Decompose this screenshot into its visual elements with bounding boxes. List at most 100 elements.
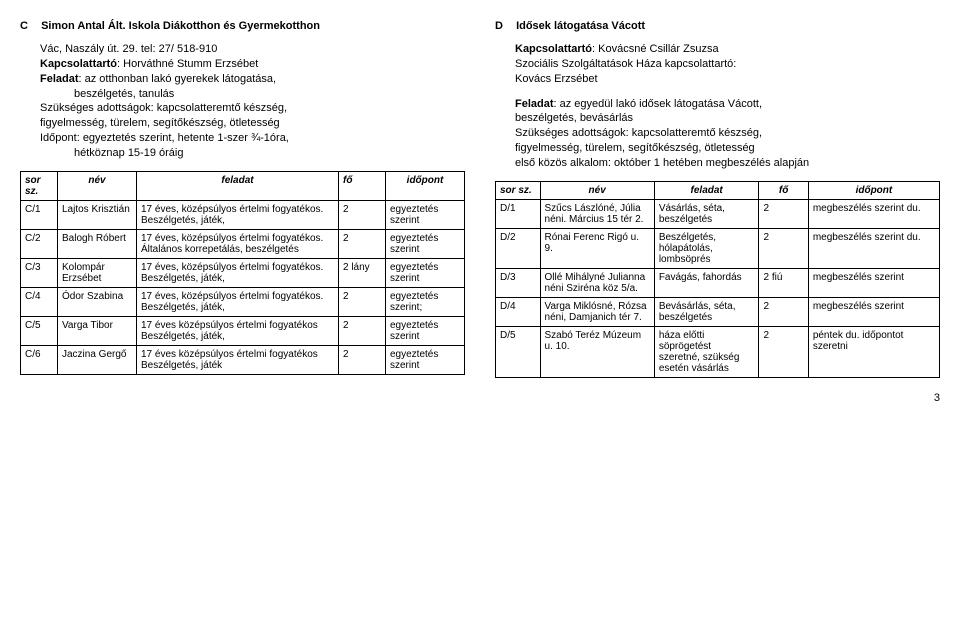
cell-d-fel: háza előtti söprögetést szeretné, szüksé… bbox=[654, 326, 759, 377]
cell-c-fo: 2 bbox=[339, 316, 386, 345]
task-label-d: Feladat bbox=[515, 98, 554, 110]
task-val-d: : az egyedül lakó idősek látogatása Váco… bbox=[554, 98, 763, 110]
cell-d-ido: megbeszélés szerint bbox=[808, 268, 939, 297]
th-sor-d: sor sz. bbox=[496, 181, 541, 199]
cell-c-nev: Ódor Szabina bbox=[58, 287, 137, 316]
cell-c-nev: Jaczina Gergő bbox=[58, 345, 137, 374]
section-d-header: D Idősek látogatása Vácott bbox=[495, 20, 940, 32]
cell-c-nev: Balogh Róbert bbox=[58, 229, 137, 258]
cell-d-nev: Szabó Teréz Múzeum u. 10. bbox=[540, 326, 654, 377]
cell-c-ido: egyeztetés szerint bbox=[386, 316, 465, 345]
cell-c-nev: Lajtos Krisztián bbox=[58, 200, 137, 229]
skills-1-d: Szükséges adottságok: kapcsolatteremtő k… bbox=[515, 126, 940, 141]
table-c-header-row: sor sz. név feladat fő időpont bbox=[21, 171, 465, 200]
cell-c-sor: C/2 bbox=[21, 229, 58, 258]
section-d-contact: Kapcsolattartó: Kovácsné Csillár Zsuzsa … bbox=[515, 42, 940, 87]
skills-2-c: figyelmesség, türelem, segítőkészség, öt… bbox=[40, 116, 465, 131]
section-c-header: C Simon Antal Ált. Iskola Diákotthon és … bbox=[20, 20, 465, 32]
column-d: D Idősek látogatása Vácott Kapcsolattart… bbox=[495, 20, 940, 378]
cell-c-ido: egyeztetés szerint bbox=[386, 200, 465, 229]
cell-c-fo: 2 bbox=[339, 200, 386, 229]
cell-c-ido: egyeztetés szerint; bbox=[386, 287, 465, 316]
table-row: D/5Szabó Teréz Múzeum u. 10.háza előtti … bbox=[496, 326, 940, 377]
cell-d-fel: Bevásárlás, séta, beszélgetés bbox=[654, 297, 759, 326]
contact-line2-d: Szociális Szolgáltatások Háza kapcsolatt… bbox=[515, 57, 940, 72]
th-sor-c: sor sz. bbox=[21, 171, 58, 200]
cell-d-fo: 2 fiú bbox=[759, 268, 808, 297]
cell-c-fo: 2 bbox=[339, 229, 386, 258]
cell-c-fo: 2 bbox=[339, 345, 386, 374]
contact-c: Kapcsolattartó: Horváthné Stumm Erzsébet bbox=[40, 57, 465, 72]
section-letter-c: C bbox=[20, 20, 38, 32]
cell-d-ido: megbeszélés szerint du. bbox=[808, 199, 939, 228]
cell-d-nev: Varga Miklósné, Rózsa néni, Damjanich té… bbox=[540, 297, 654, 326]
table-row: C/1Lajtos Krisztián17 éves, középsúlyos … bbox=[21, 200, 465, 229]
table-row: D/1Szűcs Lászlóné, Júlia néni. Március 1… bbox=[496, 199, 940, 228]
task-d: Feladat: az egyedül lakó idősek látogatá… bbox=[515, 97, 940, 112]
cell-c-sor: C/6 bbox=[21, 345, 58, 374]
page-columns: C Simon Antal Ált. Iskola Diákotthon és … bbox=[20, 20, 940, 378]
table-d: sor sz. név feladat fő időpont D/1Szűcs … bbox=[495, 181, 940, 378]
cell-d-fel: Favágás, fahordás bbox=[654, 268, 759, 297]
cell-c-nev: Kolompár Erzsébet bbox=[58, 258, 137, 287]
th-ido-d: időpont bbox=[808, 181, 939, 199]
cell-d-ido: megbeszélés szerint du. bbox=[808, 228, 939, 268]
cell-d-ido: péntek du. időpontot szeretni bbox=[808, 326, 939, 377]
column-c: C Simon Antal Ált. Iskola Diákotthon és … bbox=[20, 20, 465, 378]
cell-c-sor: C/4 bbox=[21, 287, 58, 316]
section-c-info: Vác, Naszály út. 29. tel: 27/ 518-910 Ka… bbox=[40, 42, 465, 161]
table-row: D/2Rónai Ferenc Rigó u. 9.Beszélgetés, h… bbox=[496, 228, 940, 268]
th-fel-d: feladat bbox=[654, 181, 759, 199]
th-fo-d: fő bbox=[759, 181, 808, 199]
skills-1-c: Szükséges adottságok: kapcsolatteremtő k… bbox=[40, 101, 465, 116]
cell-d-sor: D/1 bbox=[496, 199, 541, 228]
section-letter-d: D bbox=[495, 20, 513, 32]
cell-d-fel: Vásárlás, séta, beszélgetés bbox=[654, 199, 759, 228]
cell-d-sor: D/3 bbox=[496, 268, 541, 297]
table-row: C/6Jaczina Gergő17 éves középsúlyos érte… bbox=[21, 345, 465, 374]
skills-2-d: figyelmesség, türelem, segítőkészség, öt… bbox=[515, 141, 940, 156]
cell-d-fo: 2 bbox=[759, 199, 808, 228]
task-c: Feladat: az otthonban lakó gyerekek láto… bbox=[40, 72, 465, 87]
cell-c-fo: 2 lány bbox=[339, 258, 386, 287]
task-line2-d: beszélgetés, bevásárlás bbox=[515, 111, 940, 126]
contact-label-c: Kapcsolattartó bbox=[40, 58, 117, 70]
section-d-info: Feladat: az egyedül lakó idősek látogatá… bbox=[515, 97, 940, 171]
table-row: C/5Varga Tibor17 éves középsúlyos értelm… bbox=[21, 316, 465, 345]
cell-c-sor: C/3 bbox=[21, 258, 58, 287]
cell-d-fo: 2 bbox=[759, 297, 808, 326]
cell-c-ido: egyeztetés szerint bbox=[386, 258, 465, 287]
cell-d-fel: Beszélgetés, hólapátolás, lombsöprés bbox=[654, 228, 759, 268]
cell-d-sor: D/5 bbox=[496, 326, 541, 377]
cell-d-fo: 2 bbox=[759, 326, 808, 377]
time-1-c: Időpont: egyeztetés szerint, hetente 1-s… bbox=[40, 131, 465, 146]
table-row: C/3Kolompár Erzsébet17 éves, középsúlyos… bbox=[21, 258, 465, 287]
cell-c-ido: egyeztetés szerint bbox=[386, 229, 465, 258]
address-c: Vác, Naszály út. 29. tel: 27/ 518-910 bbox=[40, 42, 465, 57]
section-title-d: Idősek látogatása Vácott bbox=[516, 20, 645, 32]
table-row: D/3Ollé Mihályné Julianna néni Sziréna k… bbox=[496, 268, 940, 297]
th-nev-d: név bbox=[540, 181, 654, 199]
cell-c-fo: 2 bbox=[339, 287, 386, 316]
task-line2-c: beszélgetés, tanulás bbox=[74, 87, 465, 102]
cell-c-fel: 17 éves, középsúlyos értelmi fogyatékos.… bbox=[137, 258, 339, 287]
contact-val-c: : Horváthné Stumm Erzsébet bbox=[117, 58, 258, 70]
table-row: C/2Balogh Róbert17 éves, középsúlyos ért… bbox=[21, 229, 465, 258]
th-fo-c: fő bbox=[339, 171, 386, 200]
cell-c-fel: 17 éves, középsúlyos értelmi fogyatékos.… bbox=[137, 200, 339, 229]
cell-c-nev: Varga Tibor bbox=[58, 316, 137, 345]
cell-d-nev: Ollé Mihályné Julianna néni Sziréna köz … bbox=[540, 268, 654, 297]
table-d-header-row: sor sz. név feladat fő időpont bbox=[496, 181, 940, 199]
section-title-c: Simon Antal Ált. Iskola Diákotthon és Gy… bbox=[41, 20, 320, 32]
cell-d-ido: megbeszélés szerint bbox=[808, 297, 939, 326]
cell-c-sor: C/1 bbox=[21, 200, 58, 229]
table-row: C/4Ódor Szabina17 éves, középsúlyos érte… bbox=[21, 287, 465, 316]
th-fel-c: feladat bbox=[137, 171, 339, 200]
time-2-c: hétköznap 15-19 óráig bbox=[74, 146, 465, 161]
th-ido-c: időpont bbox=[386, 171, 465, 200]
contact-val-d: : Kovácsné Csillár Zsuzsa bbox=[592, 43, 719, 55]
table-c: sor sz. név feladat fő időpont C/1Lajtos… bbox=[20, 171, 465, 375]
cell-c-sor: C/5 bbox=[21, 316, 58, 345]
cell-c-fel: 17 éves, középsúlyos értelmi fogyatékos.… bbox=[137, 229, 339, 258]
cell-d-nev: Rónai Ferenc Rigó u. 9. bbox=[540, 228, 654, 268]
